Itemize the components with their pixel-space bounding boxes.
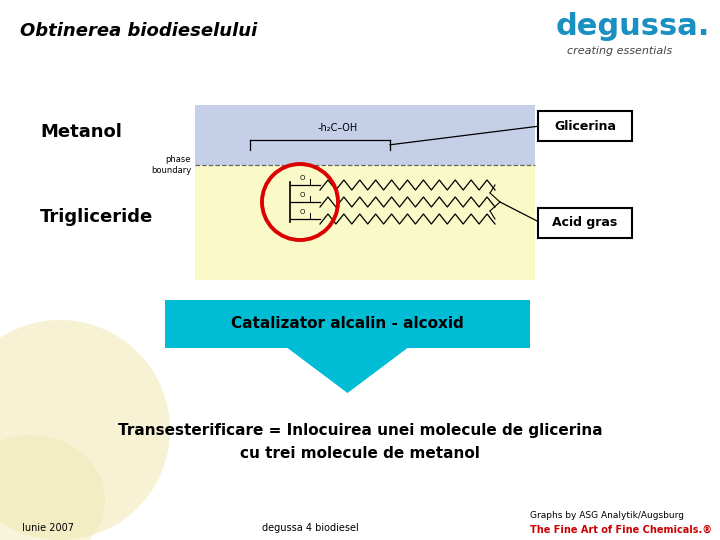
Text: The Fine Art of Fine Chemicals.®: The Fine Art of Fine Chemicals.® [530,525,712,535]
Text: cu trei molecule de metanol: cu trei molecule de metanol [240,446,480,461]
Text: O: O [300,192,305,198]
Polygon shape [165,300,530,393]
Text: Graphs by ASG Analytik/Augsburg: Graphs by ASG Analytik/Augsburg [530,511,684,521]
Text: Glicerina: Glicerina [554,119,616,132]
Ellipse shape [0,320,170,540]
Text: degussa.: degussa. [556,12,710,41]
FancyBboxPatch shape [538,207,632,238]
Text: O: O [300,175,305,181]
Text: creating essentials: creating essentials [567,46,672,56]
FancyBboxPatch shape [538,111,632,141]
Text: Metanol: Metanol [40,123,122,141]
FancyBboxPatch shape [195,105,535,165]
Text: Acid gras: Acid gras [552,216,618,229]
Text: Obtinerea biodieselului: Obtinerea biodieselului [20,22,257,40]
Text: Trigliceride: Trigliceride [40,208,153,226]
Text: degussa 4 biodiesel: degussa 4 biodiesel [261,523,359,533]
Text: phase
boundary: phase boundary [150,156,191,175]
FancyBboxPatch shape [195,165,535,280]
Text: O: O [300,209,305,215]
Text: -h₂C–OH: -h₂C–OH [318,123,358,133]
Text: Transesterificare = Inlocuirea unei molecule de glicerina: Transesterificare = Inlocuirea unei mole… [117,423,603,438]
Text: Iunie 2007: Iunie 2007 [22,523,74,533]
Text: Catalizator alcalin - alcoxid: Catalizator alcalin - alcoxid [231,316,464,332]
Ellipse shape [0,435,105,540]
